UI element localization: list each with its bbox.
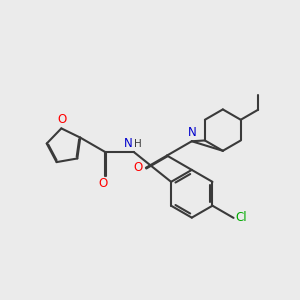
Text: O: O xyxy=(99,178,108,190)
Text: Cl: Cl xyxy=(236,212,247,224)
Text: O: O xyxy=(134,161,143,174)
Text: N: N xyxy=(188,126,196,139)
Text: O: O xyxy=(58,113,67,126)
Text: N: N xyxy=(124,137,133,150)
Text: H: H xyxy=(134,139,142,149)
